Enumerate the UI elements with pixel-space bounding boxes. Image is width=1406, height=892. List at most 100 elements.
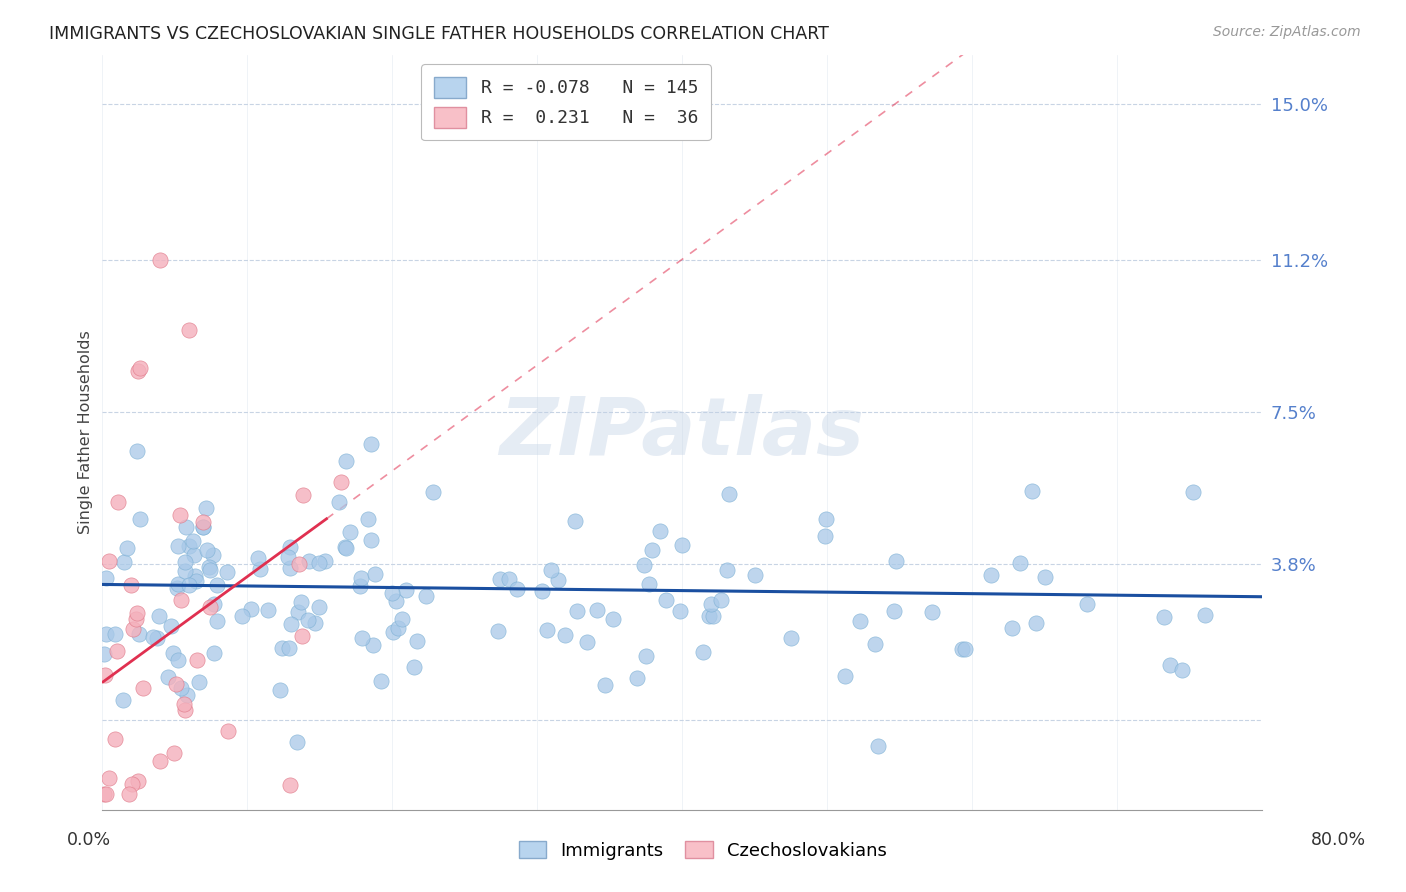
Point xyxy=(142,630,165,644)
Point xyxy=(217,724,239,739)
Legend: Immigrants, Czechoslovakians: Immigrants, Czechoslovakians xyxy=(512,834,894,867)
Point xyxy=(205,578,228,592)
Point xyxy=(744,568,766,582)
Point xyxy=(626,671,648,685)
Point xyxy=(360,533,382,547)
Point xyxy=(298,553,321,567)
Point xyxy=(125,612,148,626)
Text: 80.0%: 80.0% xyxy=(1310,831,1367,849)
Point xyxy=(112,555,135,569)
Point xyxy=(93,647,115,661)
Point xyxy=(716,563,738,577)
Point xyxy=(585,603,607,617)
Point xyxy=(167,539,190,553)
Legend: R = -0.078   N = 145, R =  0.231   N =  36: R = -0.078 N = 145, R = 0.231 N = 36 xyxy=(420,64,710,140)
Point xyxy=(198,563,221,577)
Text: ZIPatlas: ZIPatlas xyxy=(499,393,865,472)
Point xyxy=(93,787,115,801)
Point xyxy=(202,548,225,562)
Point xyxy=(849,615,872,629)
Point xyxy=(363,638,385,652)
Point xyxy=(638,576,661,591)
Point xyxy=(111,693,134,707)
Point xyxy=(278,640,301,655)
Point xyxy=(329,475,352,489)
Point xyxy=(350,631,373,645)
Point xyxy=(1181,485,1204,500)
Point xyxy=(391,612,413,626)
Point xyxy=(335,454,357,468)
Point xyxy=(1194,607,1216,622)
Point xyxy=(576,635,599,649)
Point xyxy=(202,597,225,611)
Point xyxy=(921,605,943,619)
Point xyxy=(195,501,218,516)
Point xyxy=(98,771,121,785)
Point xyxy=(145,631,167,645)
Point xyxy=(364,566,387,581)
Point xyxy=(94,667,117,681)
Point xyxy=(270,640,292,655)
Point xyxy=(863,637,886,651)
Point xyxy=(339,525,361,540)
Point xyxy=(149,754,172,768)
Point xyxy=(257,603,280,617)
Point xyxy=(422,484,444,499)
Point xyxy=(883,603,905,617)
Point xyxy=(231,608,253,623)
Point xyxy=(125,606,148,620)
Point xyxy=(173,564,195,578)
Point xyxy=(506,582,529,596)
Point xyxy=(280,540,302,554)
Point xyxy=(291,629,314,643)
Point xyxy=(197,559,219,574)
Point xyxy=(834,669,856,683)
Point xyxy=(94,627,117,641)
Point xyxy=(564,514,586,528)
Y-axis label: Single Father Households: Single Father Households xyxy=(79,331,93,534)
Point xyxy=(402,660,425,674)
Point xyxy=(291,488,314,502)
Point xyxy=(195,543,218,558)
Point xyxy=(181,534,204,549)
Point xyxy=(184,569,207,583)
Point xyxy=(193,515,215,529)
Point xyxy=(163,746,186,760)
Text: 0.0%: 0.0% xyxy=(66,831,111,849)
Point xyxy=(700,597,723,611)
Text: IMMIGRANTS VS CZECHOSLOVAKIAN SINGLE FATHER HOUSEHOLDS CORRELATION CHART: IMMIGRANTS VS CZECHOSLOVAKIAN SINGLE FAT… xyxy=(49,25,830,43)
Point xyxy=(1010,556,1032,570)
Point xyxy=(104,732,127,747)
Point xyxy=(166,581,188,595)
Point xyxy=(169,681,191,695)
Point xyxy=(328,494,350,508)
Point xyxy=(540,563,562,577)
Point xyxy=(173,697,195,711)
Point xyxy=(165,677,187,691)
Point xyxy=(173,703,195,717)
Point xyxy=(385,593,408,607)
Point xyxy=(536,623,558,637)
Point xyxy=(127,774,149,789)
Point xyxy=(980,567,1002,582)
Point xyxy=(118,787,141,801)
Point xyxy=(333,540,356,554)
Point xyxy=(349,579,371,593)
Point xyxy=(160,618,183,632)
Point xyxy=(217,565,239,579)
Point xyxy=(547,574,569,588)
Point xyxy=(127,364,149,378)
Point xyxy=(105,643,128,657)
Point xyxy=(668,604,690,618)
Point xyxy=(360,436,382,450)
Point xyxy=(128,627,150,641)
Point xyxy=(205,614,228,628)
Point xyxy=(94,787,117,801)
Point xyxy=(779,632,801,646)
Point xyxy=(129,512,152,526)
Text: Source: ZipAtlas.com: Source: ZipAtlas.com xyxy=(1213,25,1361,39)
Point xyxy=(157,669,180,683)
Point xyxy=(593,677,616,691)
Point xyxy=(167,653,190,667)
Point xyxy=(1171,664,1194,678)
